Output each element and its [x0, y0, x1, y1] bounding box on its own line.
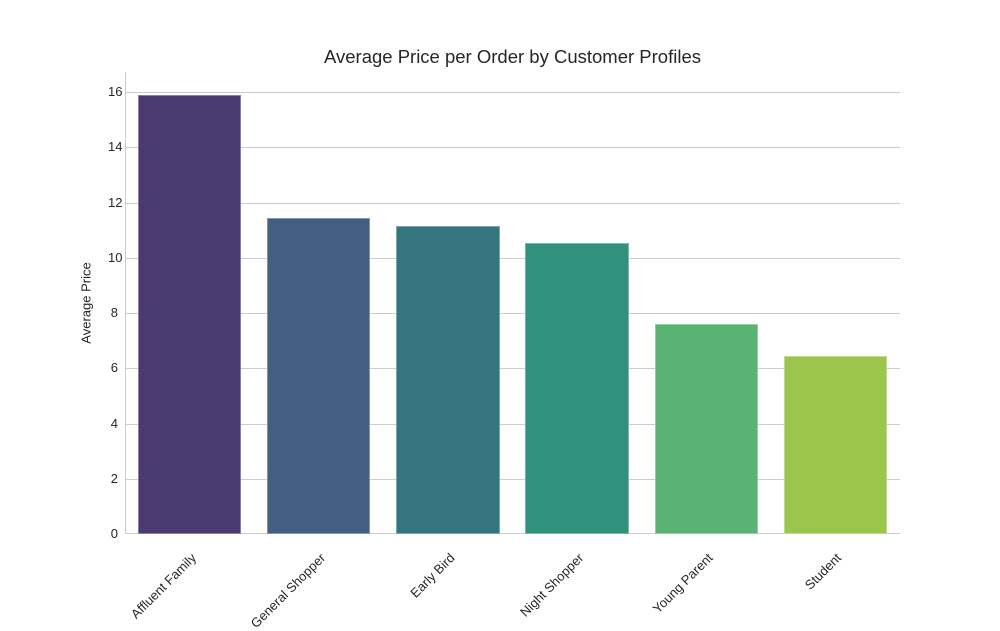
gridline [125, 257, 900, 259]
gridline [125, 147, 900, 149]
bar-student [783, 355, 888, 534]
bar-early-bird [396, 225, 500, 534]
x-tick-label: Night Shopper [517, 550, 587, 620]
chart-title: Average Price per Order by Customer Prof… [323, 46, 701, 67]
bar-general-shopper [267, 217, 371, 534]
x-tick-label: General Shopper [247, 550, 329, 631]
gridline [125, 202, 900, 204]
bar-young-parent [654, 324, 758, 534]
y-tick-label: 2 [110, 470, 118, 486]
x-axis-line [125, 533, 900, 534]
y-axis-label: Average Price [78, 262, 94, 344]
y-tick-label: 0 [110, 526, 118, 541]
gridline [125, 313, 900, 314]
gridline [125, 423, 900, 425]
x-tick-label: Early Bird [407, 550, 458, 601]
gridline [125, 478, 900, 480]
y-tick-label: 14 [108, 139, 123, 155]
bar-affluent-family [137, 94, 242, 534]
y-tick-label: 12 [108, 194, 123, 210]
bar-night-shopper [525, 242, 629, 534]
gridline [125, 92, 900, 93]
y-axis-line [125, 72, 126, 534]
x-tick-label: Student [802, 550, 845, 593]
y-tick-label: 10 [108, 249, 123, 265]
y-tick-label: 4 [110, 415, 118, 431]
plot-area [125, 72, 900, 534]
gridline [125, 368, 900, 370]
y-tick-label: 6 [110, 360, 118, 376]
y-tick-label: 16 [108, 84, 123, 99]
x-tick-label: Affluent Family [127, 550, 199, 622]
x-tick-label: Young Parent [649, 550, 716, 617]
y-tick-label: 8 [110, 305, 118, 320]
